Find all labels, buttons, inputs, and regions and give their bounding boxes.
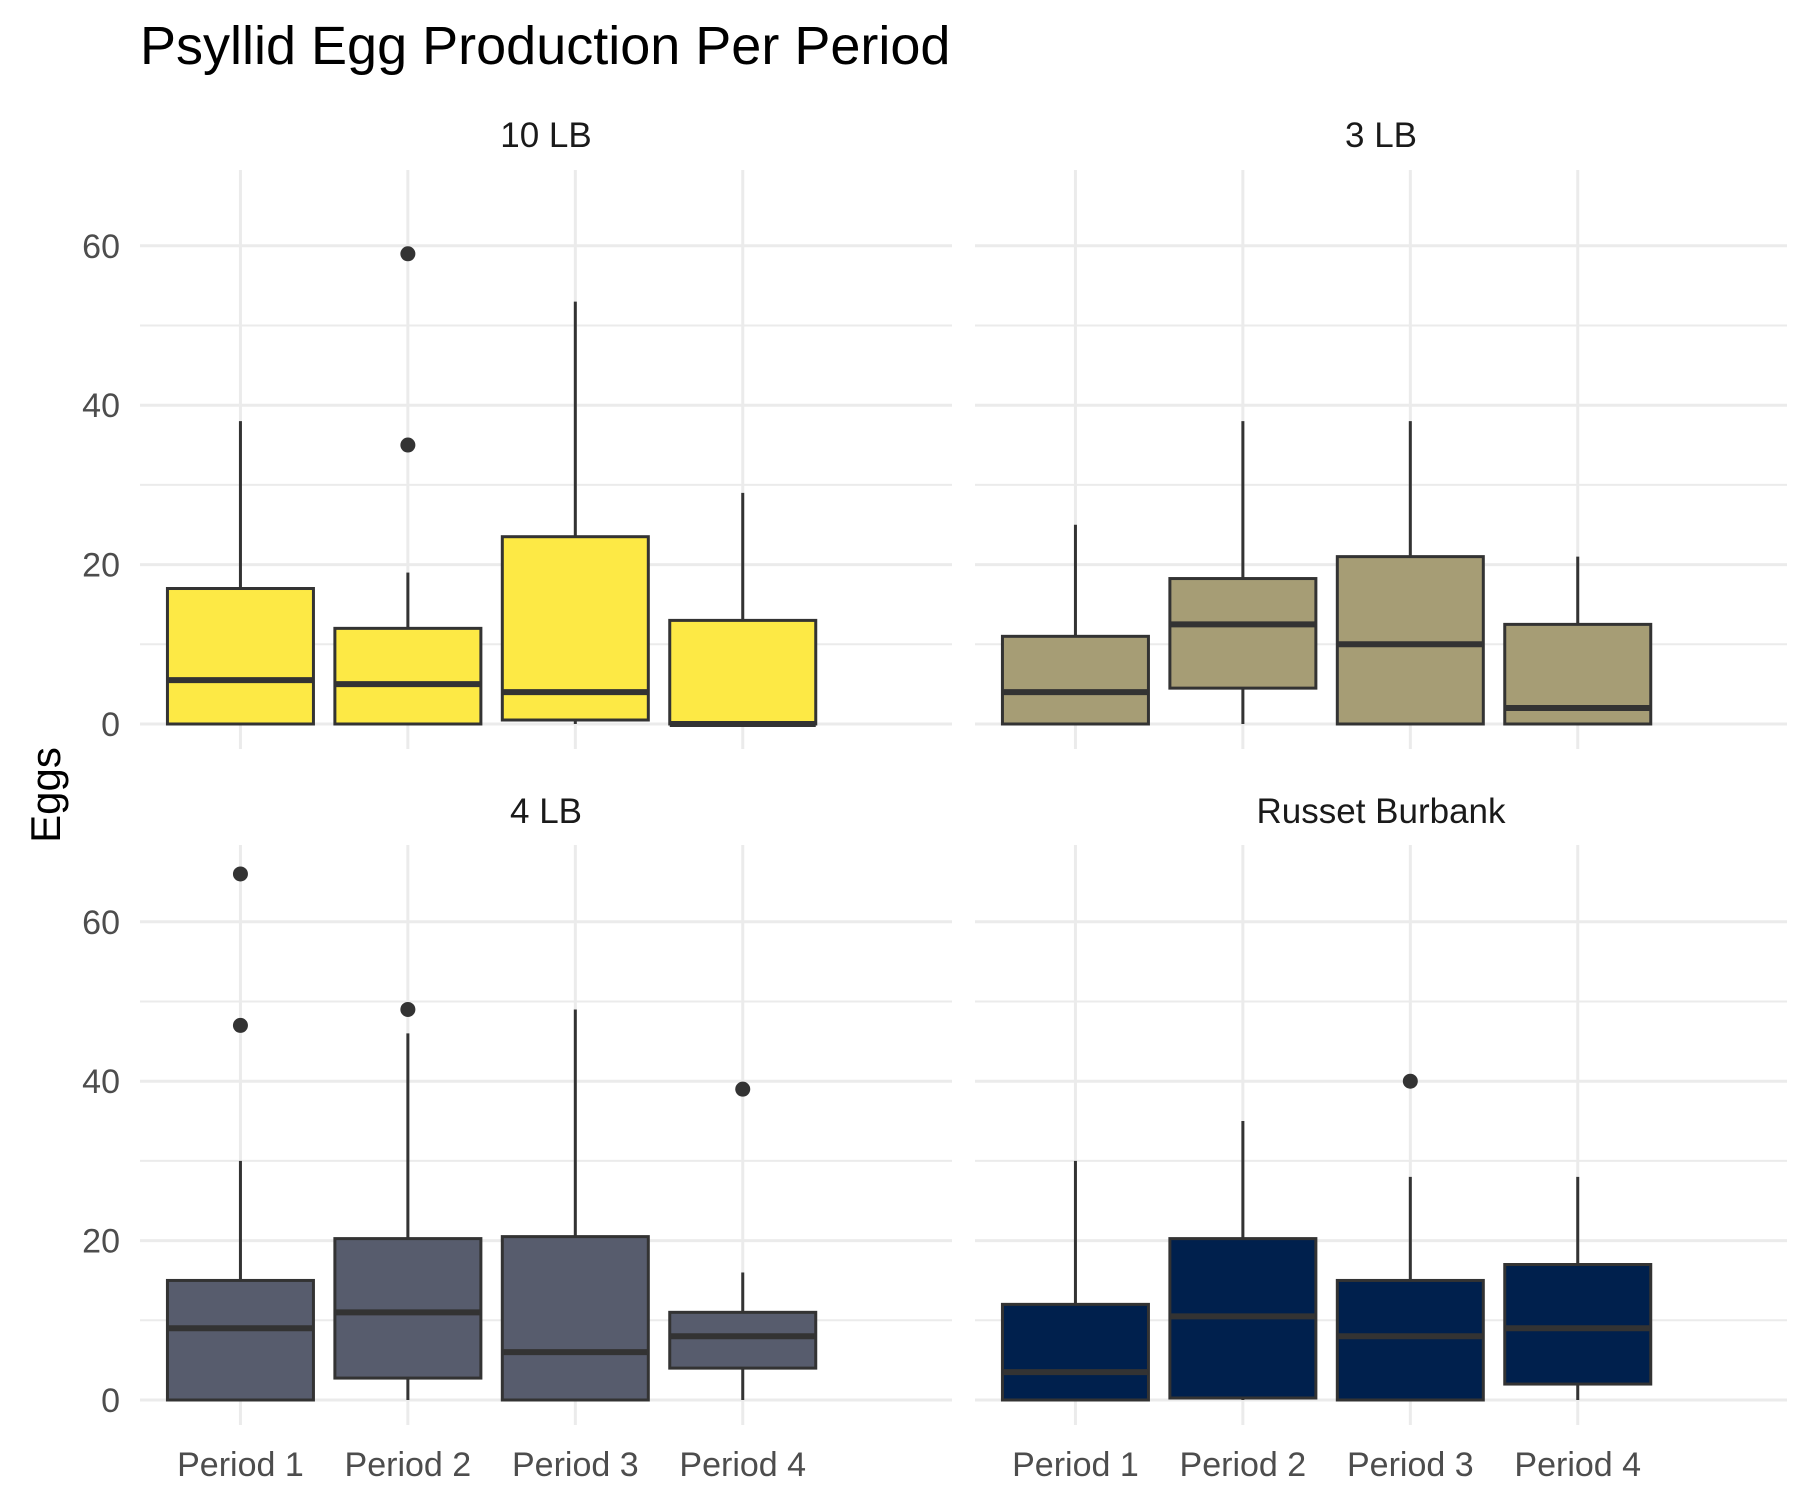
x-tick-label: Period 4 xyxy=(1514,1446,1641,1484)
box xyxy=(333,1237,483,1380)
box xyxy=(500,1235,650,1402)
box xyxy=(1335,555,1485,726)
facet-panel: 3 LB xyxy=(975,116,1787,749)
box-group xyxy=(1335,421,1485,726)
facet-strip-label: 4 LB xyxy=(510,792,582,831)
y-tick-label: 60 xyxy=(82,228,120,266)
box-group xyxy=(1168,1121,1318,1400)
facet-strip-label: Russet Burbank xyxy=(1256,792,1506,831)
y-tick-label: 60 xyxy=(82,904,120,942)
outlier-point xyxy=(1402,1073,1418,1089)
box-group xyxy=(1503,1176,1653,1400)
facet-panels: 10 LB 0 20 40 60 3 LB 4 LB 0 20 40 60 Period 1 Perio… xyxy=(82,116,1787,1484)
facet-strip-label: 10 LB xyxy=(500,116,591,155)
box-group xyxy=(1000,524,1150,726)
box xyxy=(1000,1302,1150,1402)
chart-title: Psyllid Egg Production Per Period xyxy=(140,16,950,76)
y-tick-label: 40 xyxy=(82,387,120,425)
box-group xyxy=(333,1001,483,1400)
x-tick-label: Period 1 xyxy=(177,1446,304,1484)
box-group xyxy=(1335,1073,1485,1402)
box-group xyxy=(1168,421,1318,724)
box-group xyxy=(165,421,315,726)
y-axis-label: Eggs xyxy=(22,747,69,843)
outlier-point xyxy=(400,437,416,453)
x-tick-label: Period 2 xyxy=(345,1446,472,1484)
y-tick-label: 0 xyxy=(101,706,120,744)
y-tick-label: 20 xyxy=(82,547,120,585)
box-group xyxy=(500,1009,650,1402)
facet-strip-label: 3 LB xyxy=(1345,116,1417,155)
x-tick-label: Period 3 xyxy=(1347,1446,1474,1484)
box xyxy=(1000,634,1150,726)
box xyxy=(668,1310,818,1370)
box-group xyxy=(165,866,315,1402)
box xyxy=(1168,577,1318,690)
x-tick-label: Period 4 xyxy=(679,1446,806,1484)
outlier-point xyxy=(400,246,416,262)
x-tick-label: Period 2 xyxy=(1180,1446,1307,1484)
box-group xyxy=(500,301,650,724)
box xyxy=(1503,1263,1653,1386)
box xyxy=(165,1278,315,1402)
box-group xyxy=(1000,1160,1150,1402)
box xyxy=(333,626,483,726)
x-tick-label: Period 3 xyxy=(512,1446,639,1484)
x-tick-label: Period 1 xyxy=(1012,1446,1139,1484)
outlier-point xyxy=(735,1081,751,1097)
box-group xyxy=(1503,556,1653,726)
box xyxy=(1335,1278,1485,1402)
box-group xyxy=(668,1081,818,1400)
box-group xyxy=(668,492,818,727)
facet-panel: 10 LB 0 20 40 60 xyxy=(82,116,952,749)
box xyxy=(165,587,315,726)
outlier-point xyxy=(400,1001,416,1017)
facet-panel: Russet Burbank Period 1 Period 2 Period 3 Pe… xyxy=(975,792,1787,1484)
y-tick-label: 0 xyxy=(101,1382,120,1420)
box-group xyxy=(333,246,483,726)
y-tick-label: 20 xyxy=(82,1223,120,1261)
facet-panel: 4 LB 0 20 40 60 Period 1 Period 2 Period 3 Perio… xyxy=(82,792,952,1484)
y-tick-label: 40 xyxy=(82,1063,120,1101)
box xyxy=(668,618,818,726)
outlier-point xyxy=(232,866,248,882)
outlier-point xyxy=(232,1017,248,1033)
